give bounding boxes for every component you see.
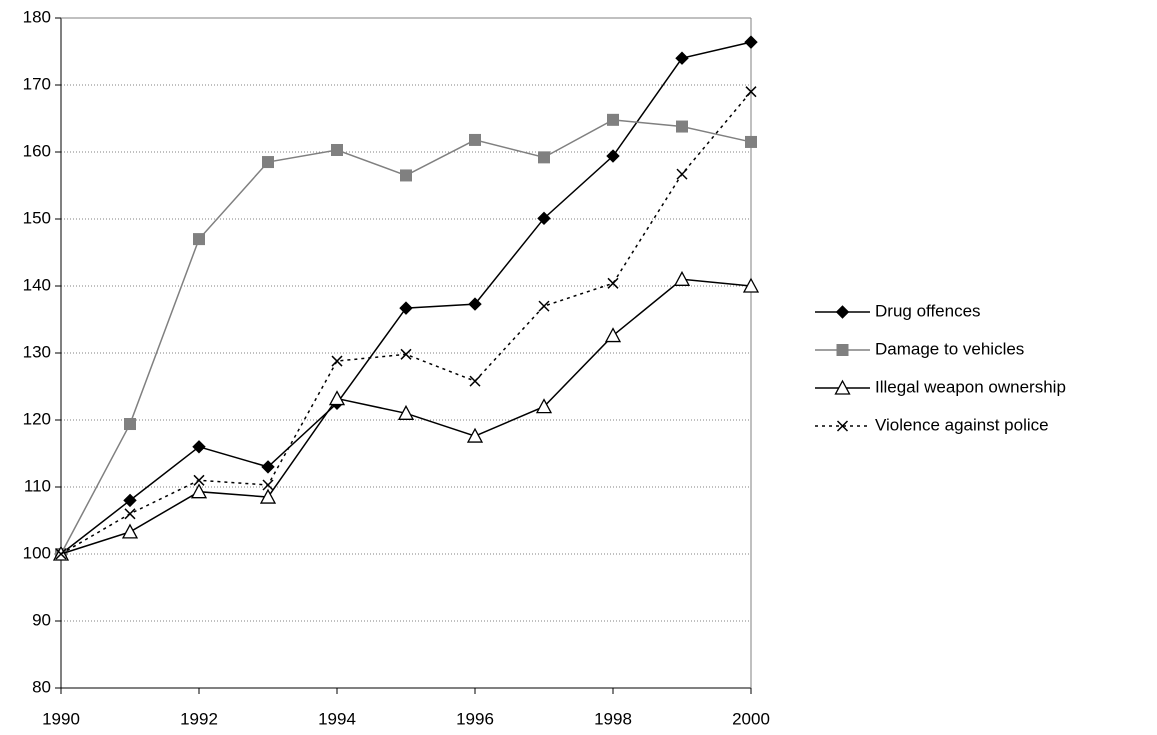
data-point (190, 483, 208, 499)
data-point (123, 493, 137, 508)
data-point (193, 233, 205, 246)
data-point (745, 86, 757, 98)
legend-label: Drug offences (875, 301, 981, 320)
data-point (397, 404, 415, 420)
data-point (675, 51, 689, 65)
data-point (261, 460, 275, 474)
data-point (262, 479, 274, 491)
y-tick-label: 100 (23, 543, 51, 562)
legend-marker (836, 420, 849, 432)
x-tick-label: 1992 (180, 709, 218, 728)
y-tick-label: 110 (24, 476, 51, 495)
legend-label: Illegal weapon ownership (875, 377, 1066, 396)
y-tick-label: 180 (23, 7, 51, 26)
data-point (262, 156, 274, 169)
data-point (607, 113, 619, 126)
data-point (673, 270, 691, 286)
data-point (537, 211, 551, 226)
data-point (193, 474, 205, 486)
series-line (60, 41, 752, 555)
data-point (400, 169, 412, 182)
legend-marker (835, 305, 850, 319)
legend-label: Damage to vehicles (875, 339, 1024, 358)
data-point (745, 135, 757, 148)
data-point (400, 348, 412, 360)
data-point (331, 143, 343, 156)
data-point (259, 488, 277, 504)
y-tick-label: 170 (23, 74, 51, 93)
data-point (469, 375, 481, 387)
legend-marker (834, 379, 851, 395)
data-point (192, 440, 206, 454)
y-tick-label: 90 (32, 610, 51, 629)
data-point (399, 301, 413, 315)
y-tick-label: 130 (23, 342, 51, 361)
legend-marker (836, 344, 849, 356)
x-tick-label: 1996 (456, 709, 494, 728)
y-tick-label: 160 (23, 141, 51, 160)
data-point (535, 398, 553, 414)
series-line (60, 91, 752, 555)
data-point (676, 168, 688, 180)
x-tick-label: 1990 (42, 709, 80, 728)
y-tick-label: 80 (32, 677, 51, 696)
data-point (331, 355, 343, 367)
data-point (744, 35, 758, 49)
data-point (466, 427, 484, 443)
data-point (469, 133, 481, 146)
data-point (606, 149, 620, 163)
data-point (468, 297, 482, 311)
data-point (124, 418, 136, 431)
data-point (607, 277, 619, 289)
data-point (538, 300, 550, 312)
data-point (604, 327, 622, 343)
x-tick-label: 2000 (732, 709, 770, 728)
data-point (742, 277, 760, 293)
data-point (121, 523, 139, 539)
data-point (124, 508, 136, 520)
data-point (55, 548, 67, 560)
y-tick-label: 150 (23, 208, 51, 227)
series-line (60, 119, 752, 555)
legend-label: Violence against police (875, 415, 1049, 434)
data-point (676, 120, 688, 133)
y-tick-label: 120 (23, 409, 51, 428)
x-tick-label: 1998 (594, 709, 632, 728)
y-tick-label: 140 (23, 275, 51, 294)
data-point (328, 390, 346, 406)
data-point (538, 151, 550, 164)
x-tick-label: 1994 (318, 709, 356, 728)
